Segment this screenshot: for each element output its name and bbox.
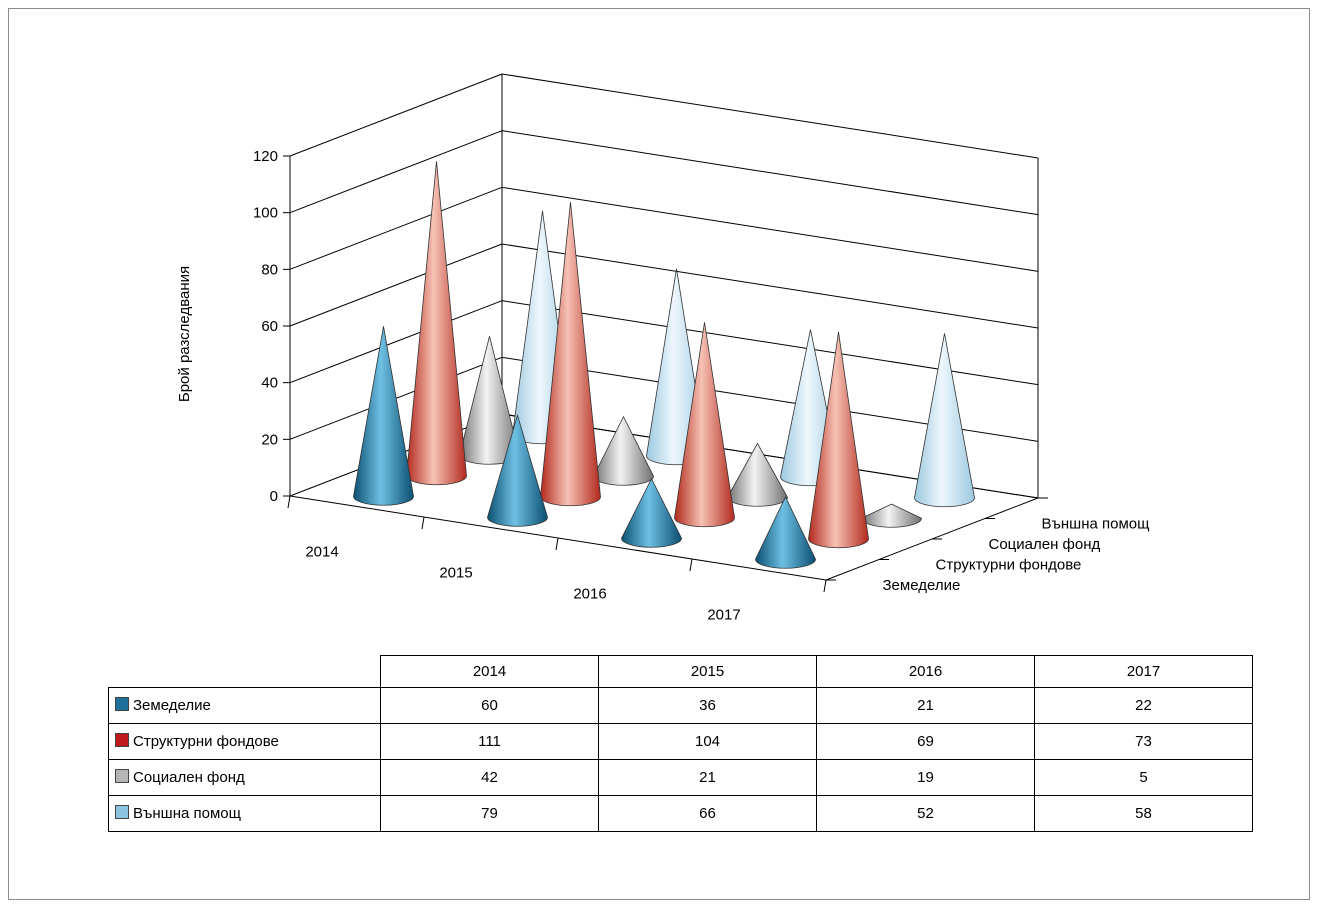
cone-1-2014 bbox=[353, 326, 414, 506]
table-cell: 5 bbox=[1034, 759, 1253, 796]
legend-key-zemedelie bbox=[115, 697, 129, 711]
cone-body bbox=[487, 413, 548, 527]
col-header-2015: 2015 bbox=[598, 655, 817, 688]
col-header-2016: 2016 bbox=[816, 655, 1035, 688]
cone-body bbox=[621, 477, 682, 548]
row-label: Земеделие bbox=[108, 687, 381, 724]
table-cell: 104 bbox=[598, 723, 817, 760]
x-tick-label: 2015 bbox=[439, 565, 472, 582]
depth-tick-label: Външна помощ bbox=[1042, 515, 1150, 532]
cone-body bbox=[406, 161, 467, 486]
table-cell: 21 bbox=[598, 759, 817, 796]
x-tick-label: 2014 bbox=[305, 544, 338, 561]
x-tick-label: 2017 bbox=[707, 607, 740, 624]
cone-body bbox=[593, 415, 654, 486]
chart-frame: 0 20 40 60 80 100 120 2014 2015 2016 2017 Земеделие… bbox=[8, 8, 1310, 900]
cone-body bbox=[755, 495, 816, 569]
table-row: Външна помощ 79 66 52 58 bbox=[108, 795, 1253, 832]
legend-key-vanshna bbox=[115, 805, 129, 819]
depth-tick-label: Земеделие bbox=[883, 577, 961, 594]
table-cell: 66 bbox=[598, 795, 817, 832]
cone-2-2014 bbox=[406, 161, 467, 486]
table-cell: 22 bbox=[1034, 687, 1253, 724]
y-tick-label: 120 bbox=[253, 148, 278, 165]
cone-1-2016 bbox=[621, 477, 682, 548]
cone-1-2015 bbox=[487, 413, 548, 527]
x-tick-label: 2016 bbox=[573, 586, 606, 603]
x-tick bbox=[287, 495, 291, 509]
cone-chart: 0 20 40 60 80 100 120 2014 2015 2016 2017 Земеделие… bbox=[176, 73, 1150, 624]
row-label: Структурни фондове bbox=[108, 723, 381, 760]
depth-tick-label: Социален фонд bbox=[989, 536, 1101, 553]
table-cell: 58 bbox=[1034, 795, 1253, 832]
x-tick bbox=[689, 558, 693, 572]
table-cell: 73 bbox=[1034, 723, 1253, 760]
cone-body bbox=[353, 326, 414, 506]
cone-1-2017 bbox=[755, 495, 816, 569]
gridline-side bbox=[289, 186, 503, 270]
table-cell: 60 bbox=[380, 687, 599, 724]
row-label: Външна помощ bbox=[108, 795, 381, 832]
row-label: Социален фонд bbox=[108, 759, 381, 796]
y-tick-label: 20 bbox=[261, 431, 278, 448]
cone-body bbox=[861, 503, 922, 528]
legend-key-strukturni bbox=[115, 733, 129, 747]
cone-body bbox=[808, 331, 869, 549]
y-tick-label: 80 bbox=[261, 261, 278, 278]
table-corner bbox=[108, 655, 381, 688]
cone-2-2015 bbox=[540, 202, 601, 507]
depth-tick-label: Структурни фондове bbox=[936, 556, 1082, 573]
cone-body bbox=[674, 322, 735, 528]
cone-3-2015 bbox=[593, 415, 654, 486]
gridline-back bbox=[501, 186, 1039, 272]
table-cell: 42 bbox=[380, 759, 599, 796]
cone-2-2017 bbox=[808, 331, 869, 549]
col-header-2017: 2017 bbox=[1034, 655, 1253, 688]
gridline-side bbox=[289, 300, 503, 384]
cone-body bbox=[914, 333, 975, 508]
gridline-back bbox=[501, 130, 1039, 216]
y-tick-label: 100 bbox=[253, 205, 278, 222]
cone-body bbox=[727, 442, 788, 507]
table-cell: 69 bbox=[816, 723, 1035, 760]
cone-3-2016 bbox=[727, 442, 788, 507]
table-cell: 52 bbox=[816, 795, 1035, 832]
x-tick bbox=[421, 516, 425, 530]
table-row: Социален фонд 42 21 19 5 bbox=[108, 759, 1253, 796]
col-header-2014: 2014 bbox=[380, 655, 599, 688]
gridline-side bbox=[289, 73, 503, 157]
table-row: Земеделие 60 36 21 22 bbox=[108, 687, 1253, 724]
gridline-side bbox=[289, 130, 503, 214]
series-name: Земеделие bbox=[133, 697, 211, 714]
data-table: 2014 2015 2016 2017 Земеделие 60 36 21 2… bbox=[108, 655, 1253, 832]
y-tick-label: 0 bbox=[270, 488, 278, 505]
cone-2-2016 bbox=[674, 322, 735, 528]
table-cell: 79 bbox=[380, 795, 599, 832]
gridline-back bbox=[501, 243, 1039, 329]
table-cell: 19 bbox=[816, 759, 1035, 796]
series-name: Външна помощ bbox=[133, 805, 241, 822]
legend-key-socialen bbox=[115, 769, 129, 783]
series-name: Социален фонд bbox=[133, 769, 245, 786]
table-cell: 111 bbox=[380, 723, 599, 760]
cone-4-2017 bbox=[914, 333, 975, 508]
table-row: Структурни фондове 111 104 69 73 bbox=[108, 723, 1253, 760]
y-tick-label: 60 bbox=[261, 318, 278, 335]
y-tick-label: 40 bbox=[261, 375, 278, 392]
x-tick bbox=[823, 579, 827, 593]
cone-body bbox=[540, 202, 601, 507]
gridline-back bbox=[501, 73, 1039, 159]
x-tick bbox=[555, 537, 559, 551]
series-name: Структурни фондове bbox=[133, 733, 279, 750]
cone-3-2017 bbox=[861, 503, 922, 528]
table-cell: 21 bbox=[816, 687, 1035, 724]
table-cell: 36 bbox=[598, 687, 817, 724]
y-axis-title: Брой разследвания bbox=[176, 266, 193, 402]
gridline-side bbox=[289, 243, 503, 327]
table-header-row: 2014 2015 2016 2017 bbox=[108, 655, 1253, 688]
